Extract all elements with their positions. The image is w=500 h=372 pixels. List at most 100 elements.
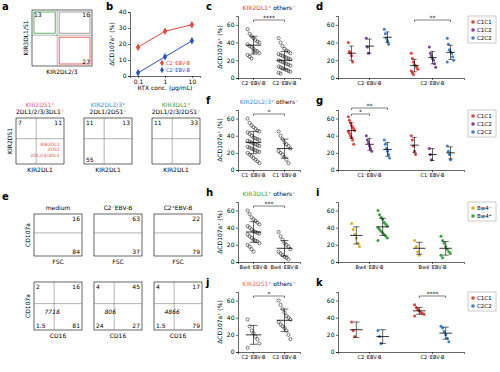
plot-frame	[84, 118, 132, 164]
error-bar	[250, 36, 258, 54]
dot	[279, 235, 282, 238]
tick-mark	[236, 136, 238, 137]
tick: 20	[119, 40, 130, 47]
dot	[248, 235, 251, 238]
dot	[447, 150, 450, 153]
quadrant-percent: 11	[86, 119, 94, 126]
dot	[279, 151, 282, 154]
plot-title: KIR2DL2/3⁺ others⁻	[240, 98, 299, 105]
dot	[258, 130, 261, 133]
marker	[190, 21, 194, 28]
dot	[250, 216, 253, 219]
legend-symbol	[160, 60, 164, 66]
tick-mark	[336, 43, 338, 44]
tick-label: 60	[227, 21, 235, 28]
x-axis-label: CD16	[110, 332, 127, 339]
tick-label: 0	[231, 258, 235, 265]
dot	[378, 213, 381, 216]
dot	[386, 237, 389, 240]
tick-label: C2⁺EBV-B	[273, 354, 298, 360]
dot	[277, 71, 280, 74]
axis: 0204060	[327, 293, 339, 356]
dot	[376, 209, 379, 212]
dot	[384, 143, 387, 146]
error-bar	[250, 131, 258, 153]
tick-label: 60	[327, 21, 335, 28]
error-bar	[281, 51, 289, 69]
axis: 0204060	[227, 17, 239, 82]
strip-chart: 0204060C2⁻EBV-BC2⁺EBV-B*KIR2DS1⁺ others⁻…	[216, 280, 301, 360]
tick-label: C2⁻EBV-B	[242, 354, 267, 360]
flow-plot: 4171.5794866CD16	[154, 282, 202, 339]
dot	[246, 224, 249, 227]
dot	[279, 323, 282, 326]
plot-title: KIR3DL1⁺	[162, 101, 191, 108]
dot	[252, 218, 255, 221]
dot	[258, 150, 261, 153]
tick-label: 60	[327, 297, 335, 304]
dot	[250, 155, 253, 158]
quadrant-line	[154, 232, 202, 233]
plot-subtitle: 2DL1/2/3/3DL1⁻	[16, 108, 64, 115]
x-axis-label: CD16	[170, 332, 187, 339]
dot	[246, 233, 249, 236]
significance-label: *	[268, 108, 271, 115]
dot	[246, 318, 249, 321]
axis: 0204060	[227, 293, 239, 356]
tick-mark	[336, 25, 338, 26]
dot	[250, 134, 253, 137]
dot	[279, 303, 282, 306]
y-axis-label: CD107a	[24, 223, 31, 247]
y-axis-label: KIR2DS1	[6, 128, 13, 154]
tick-mark	[128, 76, 130, 77]
dot	[352, 143, 355, 146]
dot	[256, 338, 259, 341]
dot	[350, 222, 353, 225]
dot	[376, 239, 379, 242]
tick: C1⁻EBV-B	[358, 170, 383, 178]
dot	[388, 157, 391, 160]
dot	[428, 46, 431, 49]
annotations: ***	[352, 102, 388, 117]
legend-symbol	[471, 130, 475, 134]
dot	[254, 143, 257, 146]
dot	[439, 254, 442, 257]
tick: 40	[227, 132, 238, 139]
legend-symbol	[471, 28, 475, 32]
dot	[429, 52, 432, 55]
annotations: ****	[419, 290, 445, 299]
tick-mark	[236, 60, 238, 61]
tick-label: 20	[227, 57, 235, 64]
axis-line	[336, 111, 339, 171]
gate	[59, 37, 90, 64]
dot	[441, 256, 444, 259]
tick-mark	[236, 262, 238, 263]
dot	[277, 130, 280, 133]
plot-subtitle: 2DL1/2DS1⁻	[90, 108, 127, 115]
legend-symbol	[471, 206, 475, 210]
x-axis-label: RTX conc. (μg/mL)	[138, 84, 193, 92]
tick-mark	[128, 28, 130, 29]
error-bar	[385, 32, 389, 43]
dot	[376, 329, 379, 332]
tick-label: 0	[231, 348, 235, 355]
legend-label: C2C2	[477, 35, 492, 41]
dot	[258, 52, 261, 55]
panel-label: c	[206, 1, 212, 12]
dot	[258, 242, 261, 245]
gate-label: KIR2DL1⁺	[41, 142, 63, 147]
dot	[416, 250, 419, 253]
axis-line	[336, 203, 339, 263]
tick: 60	[227, 21, 238, 28]
axis: C2⁻EBV-BC2⁺EBV-B	[339, 352, 465, 360]
x-axis-label: CD16	[50, 332, 67, 339]
tick-label: 40	[227, 132, 235, 139]
tick-label: 10	[119, 56, 127, 63]
dot	[285, 56, 288, 59]
tick-label: C2⁺EBV-B	[421, 354, 446, 360]
tick-mark	[236, 119, 238, 120]
quadrant-percent: 79	[192, 322, 200, 329]
tick-label: 60	[227, 297, 235, 304]
legend: Bw4⁻Bw4⁺	[468, 202, 496, 221]
marks	[350, 303, 452, 345]
